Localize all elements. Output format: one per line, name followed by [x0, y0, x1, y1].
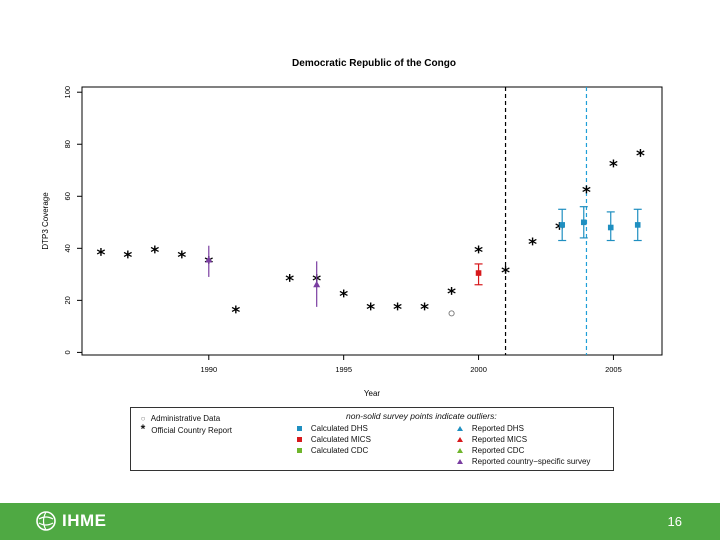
chart-title: Democratic Republic of the Congo: [292, 58, 456, 69]
x-tick-label: 1995: [335, 365, 352, 374]
star-point: *: [501, 264, 510, 284]
square-point: [607, 224, 614, 231]
plot-area: [81, 86, 663, 356]
y-tick-label: 100: [63, 86, 72, 99]
legend-label: Reported DHS: [471, 424, 524, 433]
logo-text: IHME: [62, 511, 107, 530]
star-point: *: [123, 248, 132, 268]
legend-item-reported-cdc: Reported CDC: [457, 446, 524, 456]
y-tick-label: 60: [63, 192, 72, 200]
star-point: *: [366, 300, 375, 320]
legend-label: Reported MICS: [471, 435, 528, 444]
star-point: *: [636, 147, 645, 167]
star-icon: *: [140, 422, 146, 436]
square-point: [475, 270, 482, 276]
star-point: *: [582, 183, 591, 203]
y-tick-label: 20: [63, 296, 72, 304]
legend: non-solid survey points indicate outlier…: [130, 407, 614, 471]
square-icon: [297, 426, 302, 432]
legend-label: Calculated CDC: [310, 446, 369, 455]
triangle-icon: [457, 459, 463, 465]
star-point: *: [96, 246, 105, 266]
x-tick-label: 1990: [200, 365, 217, 374]
globe-icon: [36, 511, 56, 531]
legend-label: Calculated MICS: [310, 435, 371, 444]
x-tick-label: 2005: [605, 365, 622, 374]
x-axis-label: Year: [364, 389, 381, 398]
page-number: 16: [667, 514, 682, 529]
legend-label: Administrative Data: [150, 414, 221, 423]
triangle-icon: [457, 437, 463, 443]
legend-item-calculated-dhs: Calculated DHS: [297, 424, 368, 434]
square-icon: [297, 437, 302, 443]
star-point: *: [420, 300, 429, 320]
star-point: *: [474, 243, 483, 263]
legend-item-calculated-mics: Calculated MICS: [297, 435, 371, 445]
square-point: [559, 222, 565, 228]
square-point: [580, 219, 587, 226]
triangle-icon: [457, 426, 463, 432]
star-point: *: [231, 303, 240, 323]
square-icon: [297, 448, 302, 454]
star-point: *: [609, 157, 618, 177]
x-tick-label: 2000: [470, 365, 487, 374]
star-point: *: [177, 248, 186, 268]
legend-item-official-country-report: * Official Country Report: [137, 422, 233, 436]
footer-bar: IHME 16: [0, 503, 720, 540]
legend-item-reported-country-specific-survey: Reported country−specific survey: [457, 457, 590, 467]
legend-label: Reported CDC: [471, 446, 525, 455]
square-point: [634, 222, 641, 228]
triangle-point: [313, 280, 321, 288]
chart: Democratic Republic of the Congo 1990 199…: [41, 58, 663, 398]
star-point: *: [447, 285, 456, 305]
legend-label: Calculated DHS: [310, 424, 368, 433]
star-point: *: [528, 235, 537, 255]
star-point: *: [339, 287, 348, 307]
y-axis-label: DTP3 Coverage: [41, 192, 50, 250]
ihme-logo: IHME: [36, 511, 107, 531]
triangle-point: [205, 256, 213, 263]
circle-icon: ○: [140, 414, 146, 423]
legend-item-calculated-cdc: Calculated CDC: [297, 446, 368, 456]
star-point: *: [555, 220, 564, 240]
legend-label: Reported country−specific survey: [471, 457, 591, 466]
legend-item-reported-dhs: Reported DHS: [457, 424, 524, 434]
y-tick-label: 80: [63, 140, 72, 148]
legend-label: Official Country Report: [151, 426, 233, 435]
star-point: *: [150, 243, 159, 263]
triangle-icon: [457, 448, 463, 454]
legend-item-reported-mics: Reported MICS: [457, 435, 527, 445]
star-point: *: [393, 300, 402, 320]
circle-point: [448, 310, 455, 317]
legend-title: non-solid survey points indicate outlier…: [346, 411, 497, 421]
y-tick-label: 0: [63, 350, 72, 354]
y-tick-label: 40: [63, 244, 72, 252]
legend-item-administrative-data: ○ Administrative Data: [137, 414, 221, 424]
star-point: *: [285, 272, 294, 292]
